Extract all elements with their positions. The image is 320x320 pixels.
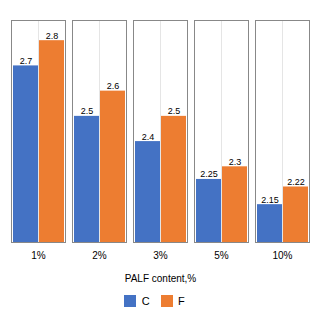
svg-text:2%: 2% <box>92 250 107 261</box>
svg-text:2.7: 2.7 <box>20 56 33 66</box>
svg-text:2.25: 2.25 <box>200 169 218 179</box>
svg-text:2.5: 2.5 <box>168 106 181 116</box>
svg-text:3%: 3% <box>153 250 168 261</box>
svg-text:2.15: 2.15 <box>261 195 279 205</box>
svg-text:2.22: 2.22 <box>287 177 305 187</box>
svg-text:2.4: 2.4 <box>142 132 155 142</box>
svg-text:2.3: 2.3 <box>229 157 242 167</box>
html-text:C: C <box>141 294 150 307</box>
svg-text:5%: 5% <box>214 250 229 261</box>
svg-text:2.8: 2.8 <box>46 31 59 41</box>
svg-text:10%: 10% <box>272 250 292 261</box>
svg-text:2.6: 2.6 <box>107 81 120 91</box>
svg-text:1%: 1% <box>31 250 46 261</box>
html-text:F: F <box>178 294 185 307</box>
svg-text:2.5: 2.5 <box>81 106 94 116</box>
svg-text:PALF content,%: PALF content,% <box>125 273 197 284</box>
